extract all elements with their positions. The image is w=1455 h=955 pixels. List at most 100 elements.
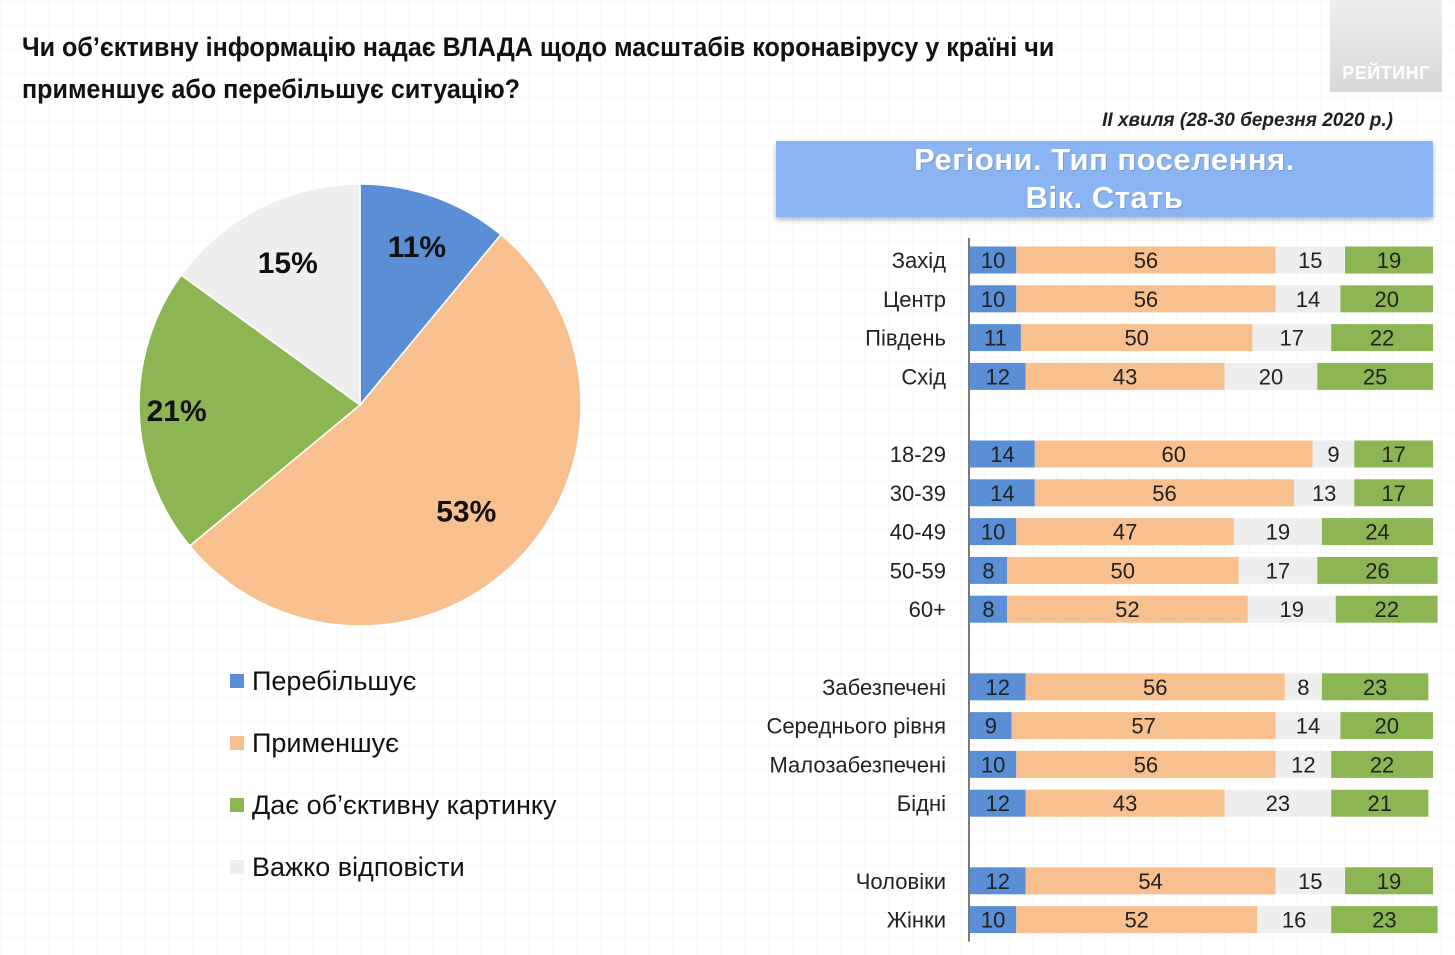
bar-segment (1275, 285, 1341, 313)
legend-swatch-hard-to-say (230, 860, 244, 874)
legend-swatch-exaggerates (230, 674, 244, 688)
category-label: 18-29 (890, 442, 946, 467)
bar-segment (970, 712, 1012, 740)
bar-segment (970, 440, 1035, 468)
pie-slice-label: 21% (147, 395, 207, 428)
pie-slice (138, 274, 362, 547)
bar-value-label: 19 (1280, 597, 1304, 622)
bar-segment (1252, 324, 1332, 352)
legend-label-objective: Дає об’єктивну картинку (252, 790, 557, 820)
bar-segment (1331, 750, 1433, 778)
breakdown-banner-line-1: Регіони. Тип поселення. (914, 142, 1295, 177)
bar-segment (970, 324, 1021, 352)
bar-value-label: 9 (985, 714, 997, 739)
bar-segment (1317, 362, 1433, 390)
bar-segment (1016, 246, 1276, 274)
bar-segment (1016, 750, 1276, 778)
chart-title: Чи об’єктивну інформацію надає ВЛАДА щод… (22, 26, 1129, 110)
bar-segment (1016, 518, 1234, 546)
bar-value-label: 19 (1377, 869, 1401, 894)
bar-segment (970, 867, 1026, 895)
bar-segment (970, 556, 1008, 584)
bar-value-label: 56 (1134, 752, 1158, 777)
bar-segment (970, 750, 1017, 778)
bar-segment (1354, 440, 1433, 468)
bar-segment (1020, 324, 1253, 352)
bar-segment (1331, 324, 1433, 352)
bar-segment (970, 906, 1017, 934)
bar-value-label: 10 (981, 248, 1005, 273)
bar-segment (1312, 440, 1355, 468)
bar-value-label: 16 (1282, 908, 1306, 933)
bar-value-label: 8 (982, 597, 994, 622)
bar-value-label: 21 (1368, 791, 1392, 816)
bar-segment (970, 518, 1017, 546)
bar-value-label: 10 (981, 520, 1005, 545)
bar-value-label: 15 (1298, 248, 1322, 273)
legend-label-hard-to-say: Важко відповісти (252, 852, 465, 882)
bar-value-label: 25 (1363, 364, 1387, 389)
bar-segment (1025, 362, 1225, 390)
bar-segment (970, 246, 1017, 274)
bar-value-label: 23 (1363, 675, 1387, 700)
bar-value-label: 14 (990, 481, 1014, 506)
bar-value-label: 43 (1113, 364, 1137, 389)
bar-value-label: 17 (1266, 558, 1290, 583)
pie-slice-label: 11% (388, 231, 446, 264)
bar-segment (970, 362, 1026, 390)
bar-value-label: 26 (1365, 558, 1389, 583)
bar-segment (1340, 285, 1433, 313)
category-label: Центр (883, 287, 946, 312)
bar-value-label: 17 (1381, 481, 1405, 506)
bar-segment (1025, 867, 1276, 895)
bar-segment (1345, 867, 1433, 895)
bar-value-label: 13 (1312, 481, 1336, 506)
bar-segment (1321, 518, 1433, 546)
bar-value-label: 52 (1124, 908, 1148, 933)
bar-value-label: 17 (1381, 442, 1405, 467)
bar-value-label: 12 (1291, 752, 1315, 777)
rating-logo-text: РЕЙТИНГ (1342, 63, 1430, 83)
breakdown-banner: Регіони. Тип поселення. Вік. Стать (776, 141, 1433, 217)
bar-value-label: 19 (1377, 248, 1401, 273)
category-label: 30-39 (890, 481, 946, 506)
bar-segment (1331, 906, 1438, 934)
rating-logo: РЕЙТИНГ (1330, 0, 1442, 92)
bar-value-label: 54 (1138, 869, 1162, 894)
bar-value-label: 10 (981, 287, 1005, 312)
bar-value-label: 60 (1161, 442, 1185, 467)
bar-segment (1275, 867, 1346, 895)
bar-value-label: 10 (981, 908, 1005, 933)
bar-segment (1007, 595, 1248, 623)
bar-value-label: 15 (1298, 869, 1322, 894)
category-label: Малозабезпечені (769, 752, 946, 777)
bar-segment (1275, 246, 1346, 274)
bar-segment (1335, 595, 1438, 623)
survey-wave-note: II хвиля (28-30 березня 2020 р.) (1102, 110, 1393, 131)
bar-segment (970, 673, 1026, 701)
bar-value-label: 14 (1296, 287, 1320, 312)
bar-value-label: 11 (984, 326, 1007, 351)
bar-segment (1034, 440, 1313, 468)
bar-value-label: 43 (1113, 791, 1137, 816)
bar-value-label: 22 (1374, 597, 1398, 622)
category-label: Схід (901, 364, 946, 389)
bar-value-label: 12 (986, 364, 1010, 389)
bar-segment (1016, 906, 1258, 934)
bar-segment (1011, 712, 1276, 740)
bar-segment (1317, 556, 1438, 584)
bar-value-label: 8 (982, 558, 994, 583)
category-label: 60+ (909, 597, 946, 622)
chart-title-line-2: применшує або перебільшує ситуацію? (22, 74, 521, 104)
bar-segment (1007, 556, 1239, 584)
bar-value-label: 12 (986, 675, 1010, 700)
bar-value-label: 23 (1266, 791, 1290, 816)
category-label: 40-49 (890, 520, 946, 545)
legend-label-understates: Применшує (252, 728, 399, 758)
bar-segment (1275, 750, 1332, 778)
legend-label-exaggerates: Перебільшує (252, 666, 417, 696)
pie-slice (188, 233, 582, 627)
category-label: Чоловіки (856, 869, 946, 894)
bar-value-label: 20 (1374, 287, 1398, 312)
